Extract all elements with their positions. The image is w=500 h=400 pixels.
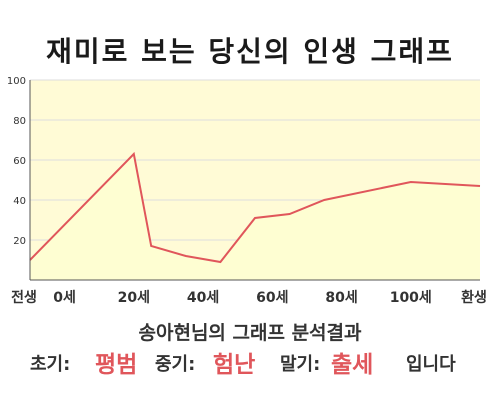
chart-title: 재미로 보는 당신의 인생 그래프 — [46, 35, 454, 68]
life-area-fill — [30, 154, 480, 280]
early-value: 평범 — [95, 352, 138, 378]
x-tick-label: 20세 — [118, 290, 150, 306]
analysis-result-title: 송아현님의 그래프 분석결과 — [138, 322, 362, 344]
y-tick-label: 60 — [13, 156, 26, 167]
x-tick-label: 전생 — [11, 289, 37, 306]
early-label: 초기: — [30, 354, 71, 375]
x-tick-label: 환생 — [461, 289, 487, 306]
x-tick-label: 0세 — [53, 290, 76, 306]
late-label: 말기: — [280, 354, 321, 375]
y-tick-label: 40 — [13, 196, 26, 207]
life-series-line — [29, 151, 481, 264]
analysis-result-line: 초기: 평범 중기: 험난 말기: 출세 입니다 — [0, 345, 500, 385]
x-tick-label: 100세 — [390, 290, 432, 306]
x-tick-label: 80세 — [325, 290, 357, 306]
x-tick-label: 60세 — [256, 290, 288, 306]
middle-value: 험난 — [213, 352, 256, 378]
y-axis-ticks: 100 80 60 40 20 — [7, 76, 26, 247]
y-tick-label: 20 — [13, 236, 26, 247]
y-tick-label: 100 — [7, 76, 26, 87]
ending-text: 입니다 — [406, 354, 456, 375]
middle-label: 중기: — [155, 354, 196, 375]
y-tick-label: 80 — [13, 116, 26, 127]
late-value: 출세 — [331, 352, 374, 378]
x-axis-ticks: 전생 0세 20세 40세 60세 80세 100세 환생 — [11, 289, 487, 306]
x-tick-label: 40세 — [187, 290, 219, 306]
